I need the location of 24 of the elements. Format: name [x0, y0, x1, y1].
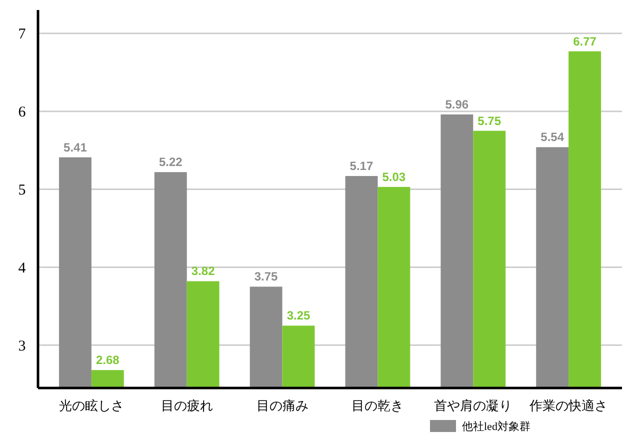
y-tick-label: 3: [18, 338, 26, 354]
data-label: 3.25: [286, 308, 311, 323]
data-label: 5.96: [445, 97, 469, 112]
data-label: 5.75: [478, 114, 502, 128]
data-label: 3.82: [191, 264, 216, 278]
x-tick-label: 目の疲れ: [160, 398, 213, 413]
y-tick-label: 4: [18, 260, 26, 276]
data-label: 3.75: [254, 270, 278, 284]
data-label: 5.17: [350, 159, 374, 174]
y-tick-label: 6: [18, 104, 26, 121]
y-tick-label: 7: [18, 26, 26, 43]
data-label: 6.77: [573, 34, 597, 48]
x-tick-label: 首や肩の凝り: [434, 398, 512, 413]
x-tick-label: 目の痛み: [256, 398, 308, 413]
y-tick-label: 5: [18, 182, 26, 199]
x-tick-label: 光の眩しさ: [58, 398, 124, 413]
data-label: 5.22: [158, 155, 183, 170]
data-label: 5.03: [382, 170, 406, 184]
data-label: 5.41: [64, 140, 88, 154]
data-label: 2.68: [96, 353, 120, 368]
x-tick-label: 目の乾き: [352, 398, 404, 413]
legend-label: 他社led対象群: [462, 420, 530, 433]
data-label: 5.54: [540, 130, 564, 144]
x-tick-label: 作業の快適さ: [528, 398, 608, 413]
